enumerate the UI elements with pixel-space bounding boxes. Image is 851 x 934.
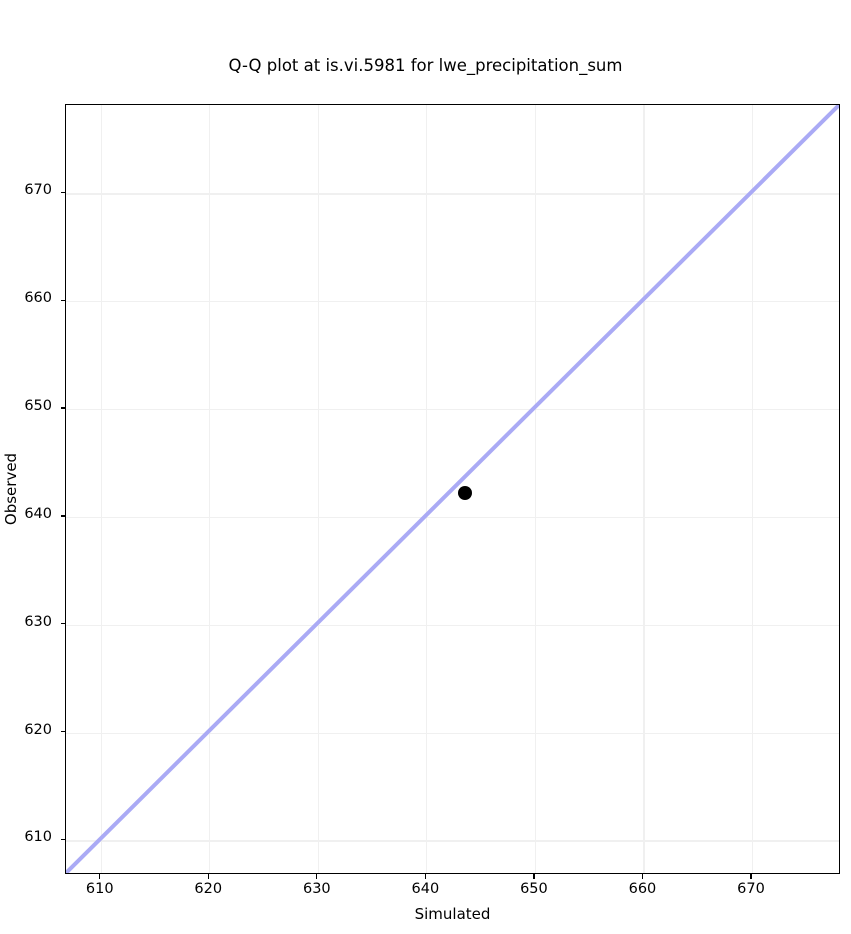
y-axis-tick <box>60 515 65 517</box>
x-axis-label: Simulated <box>414 905 491 923</box>
y-axis-tick-label: 610 <box>24 829 52 846</box>
y-axis-tick <box>60 299 65 301</box>
gridline-horizontal <box>66 732 839 734</box>
y-axis-tick-label: 630 <box>24 613 52 630</box>
y-axis-tick-label: 660 <box>24 290 52 307</box>
x-axis-tick-label: 640 <box>411 881 440 897</box>
y-axis-tick <box>60 407 65 409</box>
plot-area <box>65 104 840 874</box>
data-point <box>458 486 473 501</box>
y-axis-tick <box>60 731 65 733</box>
x-axis-tick-label: 610 <box>85 881 114 897</box>
y-axis-tick <box>60 838 65 841</box>
gridline-vertical <box>751 105 754 873</box>
gridline-horizontal <box>66 840 839 842</box>
x-axis-tick-label: 660 <box>628 881 657 897</box>
gridline-vertical <box>426 105 428 873</box>
x-axis-tick-label: 670 <box>737 881 765 897</box>
x-axis-tick <box>641 874 644 879</box>
y-axis-tick <box>60 623 65 625</box>
gridline-horizontal <box>66 516 839 519</box>
x-axis-tick-label: 620 <box>194 881 223 897</box>
gridline-vertical <box>643 105 645 873</box>
x-axis-tick <box>750 874 752 879</box>
y-axis-tick-label: 650 <box>24 398 52 415</box>
gridline-horizontal <box>66 301 839 303</box>
y-axis-tick-label: 670 <box>24 182 52 199</box>
gridline-vertical <box>317 105 319 873</box>
x-axis-tick <box>424 874 427 879</box>
gridline-vertical <box>209 105 211 873</box>
x-axis-tick-label: 630 <box>302 881 331 897</box>
y-axis-tick <box>60 191 65 194</box>
y-axis-label: Observed <box>0 104 22 874</box>
gridline-horizontal <box>66 409 839 411</box>
x-axis-tick-label: 650 <box>520 881 548 897</box>
x-axis-tick <box>207 874 209 879</box>
y-axis-tick-label: 620 <box>24 721 52 738</box>
chart-title-line-1: Q-Q plot at is.vi.5981 for lwe_precipita… <box>228 56 623 75</box>
gridline-vertical <box>534 105 536 873</box>
identity-reference-line <box>66 105 839 873</box>
gridline-horizontal <box>66 624 839 626</box>
x-axis-tick <box>533 874 535 879</box>
gridline-horizontal <box>66 193 839 195</box>
gridline-vertical <box>100 105 102 873</box>
x-axis-tick <box>316 874 318 879</box>
x-axis-tick <box>99 874 101 879</box>
y-axis-tick-label: 640 <box>24 505 52 522</box>
y-axis-label-text: Observed <box>2 452 21 526</box>
